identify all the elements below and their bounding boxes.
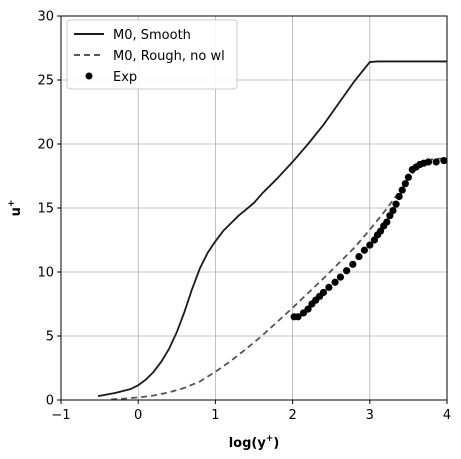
series-layer — [97, 60, 448, 401]
x-axis-title: log(y+) — [229, 434, 280, 451]
x-tick-label: 0 — [134, 408, 142, 423]
exp-data-point — [336, 273, 345, 281]
exp-data-point — [389, 206, 397, 215]
exp-data-point — [401, 180, 409, 188]
series-line-rough — [111, 157, 448, 401]
x-tick-label: 3 — [366, 408, 374, 423]
exp-data-point — [343, 267, 351, 275]
exp-data-point — [424, 158, 433, 166]
y-tick-label: 10 — [37, 266, 54, 281]
y-tick-label: 30 — [37, 10, 54, 25]
legend: M0, Smooth M0, Rough, no wl Exp — [66, 19, 238, 90]
y-tick-label: 0 — [46, 394, 54, 409]
exp-data-point — [404, 173, 412, 181]
x-tick-label: 1 — [211, 408, 219, 423]
legend-label-exp: Exp — [113, 70, 137, 85]
x-tick-label: −1 — [51, 408, 70, 423]
exp-data-point — [360, 246, 368, 254]
exp-data-point — [366, 241, 374, 249]
series-line-smooth — [97, 60, 447, 398]
exp-data-point — [294, 313, 302, 321]
exp-data-point — [319, 288, 328, 297]
exp-data-point — [304, 305, 312, 313]
exp-data-point — [398, 186, 406, 194]
legend-label-rough: M0, Rough, no wl — [113, 49, 225, 64]
legend-swatch-exp — [85, 72, 93, 80]
legend-box — [66, 19, 238, 90]
exp-data-point — [432, 158, 440, 166]
exp-data-point — [349, 260, 357, 268]
legend-label-smooth: M0, Smooth — [113, 28, 191, 43]
exp-data-point — [383, 218, 391, 226]
y-tick-label: 25 — [37, 74, 54, 89]
y-tick-label: 15 — [37, 202, 54, 217]
exp-data-point — [325, 283, 333, 291]
exp-data-point — [355, 253, 363, 261]
exp-data-point — [392, 200, 400, 208]
y-tick-label: 5 — [46, 330, 54, 345]
y-tick-label: 20 — [37, 138, 54, 153]
y-axis-title: u+ — [7, 200, 24, 217]
exp-data-point — [440, 157, 448, 165]
x-tick-label: 2 — [288, 408, 296, 423]
x-tick-label: 4 — [443, 408, 451, 423]
exp-data-point — [331, 278, 339, 286]
exp-data-point — [395, 192, 403, 201]
